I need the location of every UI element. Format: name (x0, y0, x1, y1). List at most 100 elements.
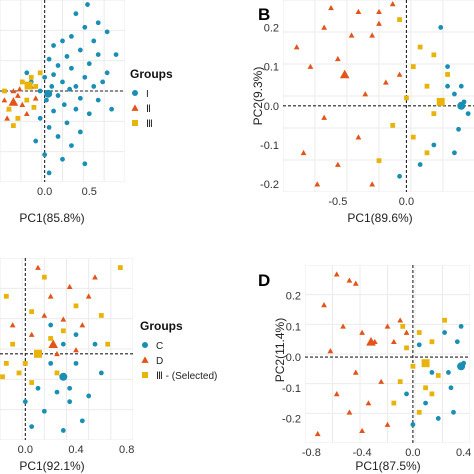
triangle-point (314, 181, 321, 187)
square-point (417, 44, 423, 50)
triangle-point (365, 400, 372, 406)
circle-point (454, 339, 460, 345)
square-point (435, 373, 441, 378)
square-point (28, 74, 34, 80)
square-point (397, 379, 403, 385)
circle-point (22, 399, 28, 405)
circle-point (104, 70, 110, 76)
triangle-point (384, 323, 391, 329)
triangle-point (346, 277, 353, 283)
circle-point (41, 408, 47, 414)
triangle-point (378, 378, 385, 384)
triangle-point (397, 317, 404, 323)
circle-point (33, 138, 39, 144)
circle-point (445, 83, 450, 89)
legend-entry-label: Ⅱ (146, 104, 151, 115)
triangle-centroid (366, 336, 376, 346)
circle-point (451, 409, 456, 415)
legend-entry-label: Ⅲ - (Selected) (156, 371, 217, 382)
circle-centroid (44, 89, 53, 98)
square-point (397, 17, 402, 22)
circle-point (60, 428, 66, 433)
x-axis-label: PC1(87.5%) (355, 459, 420, 473)
y-tick-label: 0.1 (264, 62, 279, 74)
legend-square-icon (142, 372, 148, 378)
y-tick-label: -0.2 (282, 413, 301, 425)
circle-point (29, 424, 35, 429)
legend-entry-label: C (156, 341, 163, 352)
circle-point (46, 56, 52, 62)
y-tick-label: 0.2 (264, 22, 279, 34)
legend-circle-icon (132, 90, 138, 96)
circle-point (55, 93, 61, 98)
circle-point (35, 385, 41, 391)
x-tick-label: 0.4 (68, 444, 83, 456)
circle-point (73, 11, 79, 17)
square-point (98, 313, 104, 318)
square-point (33, 84, 39, 89)
circle-point (91, 84, 97, 89)
panel-3: 0.0 0.4 0.8 PC1(92.1%) Groups CD Ⅲ - (Selected… (0, 258, 217, 473)
triangle-point (352, 280, 359, 286)
circle-point (100, 79, 106, 85)
x-axis-label: PC1(92.1%) (19, 459, 84, 473)
triangle-point (382, 79, 389, 85)
triangle-point (369, 181, 376, 187)
circle-point (51, 43, 56, 48)
x-tick-label: 0.4 (456, 447, 471, 459)
triangle-point (340, 323, 346, 329)
circle-point (397, 173, 402, 179)
square-point (10, 123, 16, 128)
y-tick-label: 0.0 (286, 352, 301, 364)
circle-point (77, 129, 83, 135)
triangle-point (355, 134, 362, 140)
circle-point (431, 142, 437, 148)
circle-point (98, 370, 104, 376)
circle-point (448, 385, 454, 391)
circle-point (104, 29, 110, 35)
triangle-point (14, 92, 21, 98)
triangle-point (19, 101, 26, 107)
circle-point (92, 341, 98, 347)
circle-point (42, 152, 48, 158)
triangle-point (346, 409, 353, 415)
circle-point (67, 385, 73, 391)
square-point (48, 336, 54, 341)
square-point (29, 309, 35, 315)
circle-point (95, 97, 101, 103)
square-point (31, 104, 37, 110)
square-point (24, 97, 30, 103)
panel-label: B (258, 5, 270, 24)
y-axis-label: PC2(9.3%) (251, 67, 265, 126)
square-point (22, 360, 28, 366)
square-point (410, 64, 416, 70)
triangle-point (362, 91, 369, 97)
circle-point (86, 111, 92, 117)
triangle-point (73, 347, 79, 353)
circle-point (55, 63, 61, 68)
square-point (445, 72, 450, 77)
triangle-point (307, 63, 314, 69)
triangle-point (41, 312, 48, 318)
triangle-point (328, 4, 334, 11)
square-point (16, 370, 22, 376)
legend: Groups I Ⅱ Ⅲ (130, 67, 173, 130)
panel-2: -0.5 0.0 0.2 0.1 0.0 -0.1 -0.2 PC1(89.6%) PC2(9.… (251, 0, 474, 225)
circle-point (91, 38, 97, 44)
triangle-point (403, 329, 410, 335)
square-point (73, 303, 79, 309)
circle-point (465, 111, 471, 117)
square-point (15, 115, 21, 121)
triangle-point (23, 110, 30, 117)
plot-area (283, 0, 474, 192)
square-point (390, 122, 396, 128)
square-point (3, 360, 9, 366)
square-centroid (34, 349, 42, 358)
triangle-point (333, 391, 340, 397)
circle-centroid (457, 362, 466, 371)
plot-area (0, 258, 133, 440)
circle-point (73, 360, 79, 366)
circle-point (86, 393, 92, 399)
x-tick-label: -0.4 (353, 447, 372, 459)
